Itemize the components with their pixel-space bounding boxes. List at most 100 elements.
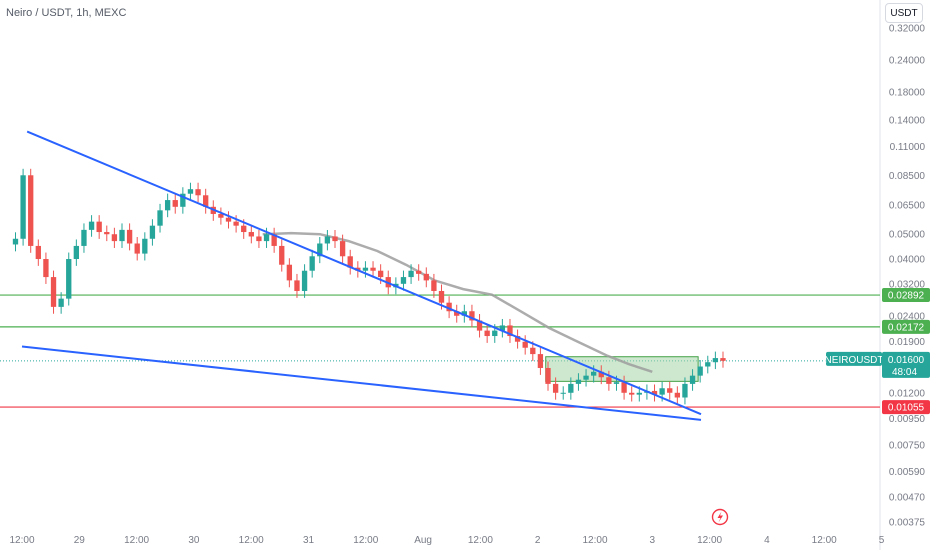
candle-body [263,234,270,242]
candle-body [28,175,34,246]
candle-body [73,245,80,260]
candle-body [682,383,688,398]
last-price-symbol: NEIROUSDT [825,355,884,366]
candle-body [203,195,209,207]
y-tick-label: 0.18000 [889,87,926,98]
y-tick-label: 0.04000 [889,255,926,266]
candle-body [545,367,551,384]
candle-body [81,229,87,246]
candle-body [568,383,574,393]
candle-body [484,330,490,337]
candle-body [149,225,156,239]
candle-body [674,392,681,398]
y-tick-label: 0.01900 [889,337,926,348]
x-tick-label: 5 [879,535,885,546]
candle-body [575,379,582,384]
y-tick-label: 0.24000 [889,55,926,66]
candle-body [537,354,544,368]
x-tick-label: 12:00 [9,535,34,546]
candle-body [248,232,254,237]
y-tick-label: 0.00590 [889,467,926,478]
candle-body [651,390,658,395]
candle-body [43,259,49,278]
level-price-text: 0.02172 [888,322,925,333]
candle-body [104,232,110,235]
candle-body [492,330,498,337]
candle-body [126,229,133,244]
x-tick-label: 3 [650,535,656,546]
candle-body [96,221,102,233]
candle-body [164,200,171,211]
candle-body [720,358,726,361]
candle-countdown: 48:04 [892,367,917,378]
candle-body [301,270,308,291]
candle-body [332,236,338,242]
candle-body [590,371,597,376]
candle-body [225,217,232,222]
last-price-value: 0.01600 [888,355,925,366]
candle-body [88,221,95,230]
candle-body [271,234,277,246]
y-tick-label: 0.05000 [889,230,926,241]
candle-body [705,362,711,367]
x-tick-label: 12:00 [582,535,607,546]
candle-body [347,256,353,268]
x-tick-label: 12:00 [697,535,722,546]
x-tick-label: 30 [188,535,200,546]
candle-body [294,280,300,291]
level-price-badge: 0.01055 [882,400,930,415]
candle-body [195,189,201,196]
y-tick-label: 0.14000 [889,115,926,126]
candle-body [416,270,422,274]
candle-body [583,375,589,380]
candle-body [339,241,346,257]
y-tick-label: 0.00950 [889,414,926,425]
candle-body [431,280,437,291]
candle-body [697,366,703,376]
candle-body [157,210,163,226]
candle-body [408,270,414,278]
y-tick-label: 0.00375 [889,518,926,529]
candle-body [606,377,612,384]
candle-body [233,221,239,226]
candle-body [370,267,376,271]
candle-body [629,392,635,395]
candle-body [446,302,452,312]
candle-body [309,256,315,271]
y-tick-label: 0.00470 [889,492,926,503]
candle-body [552,383,559,393]
x-tick-label: 29 [74,535,86,546]
candle-body [279,245,285,265]
candle-body [241,225,247,233]
x-tick-label: 31 [303,535,315,546]
candles [12,168,726,405]
x-tick-label: 12:00 [468,535,493,546]
candle-body [256,236,262,242]
lightning-icon[interactable] [711,508,729,526]
y-tick-label: 0.02400 [889,311,926,322]
candle-body [286,264,293,281]
currency-button[interactable]: USDT [885,3,923,23]
y-tick-label: 0.32000 [889,24,926,35]
candle-body [66,259,72,299]
candle-body [438,290,445,303]
candle-body [172,200,178,207]
candle-body [180,193,186,207]
candle-body [598,371,604,378]
candle-body [12,238,19,245]
trendline[interactable] [26,130,702,416]
candle-body [621,382,627,393]
y-tick-label: 0.06500 [889,201,926,212]
y-tick-label: 0.00750 [889,440,926,451]
level-price-badge: 0.02172 [882,319,930,334]
candle-body [35,245,41,260]
trendline[interactable] [21,345,702,421]
y-tick-label: 0.03200 [889,279,926,290]
x-tick-label: 2 [535,535,541,546]
symbol-title: Neiro / USDT, 1h, MEXC [6,7,127,19]
candle-body [454,311,460,316]
candle-body [20,175,26,239]
